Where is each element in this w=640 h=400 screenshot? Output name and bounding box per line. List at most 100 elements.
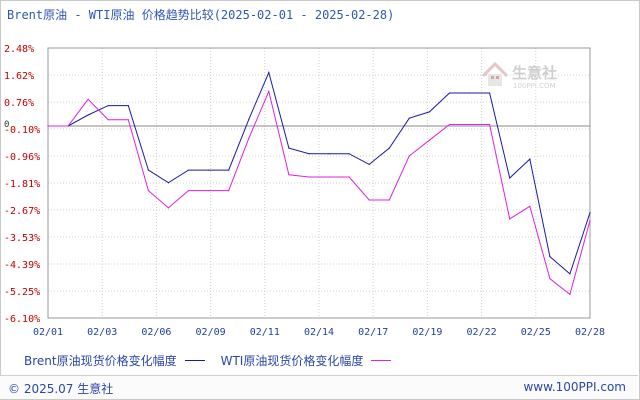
data-point-wti	[489, 123, 491, 126]
data-point-wti	[368, 199, 370, 201]
x-tick-label: 02/06	[141, 327, 171, 338]
y-tick-label: -0.10%	[4, 125, 40, 136]
data-point-wti	[248, 138, 250, 140]
legend: Brent原油现货价格变化幅度 WTI原油现货价格变化幅度	[24, 352, 407, 369]
watermark-url: 100PPI.COM	[513, 82, 556, 90]
axis-layer: 2.48% 1.62% 0.76% -0.10% -0.96% -1.81% -2.67% -…	[4, 44, 605, 338]
y-tick-label: -3.53%	[4, 233, 40, 244]
data-point-wti	[208, 190, 210, 192]
data-point-brent	[448, 92, 451, 94]
x-tick-label: 02/09	[196, 327, 226, 338]
x-tick-label: 02/03	[87, 327, 117, 338]
data-point-wti	[47, 125, 49, 127]
data-point-wti	[448, 123, 451, 126]
data-point-brent	[268, 71, 270, 74]
data-point-brent	[348, 153, 350, 155]
data-point-wti	[187, 190, 190, 192]
data-point-wti	[67, 125, 69, 127]
data-point-wti	[167, 207, 169, 209]
y-tick-label: -4.39%	[4, 260, 40, 271]
data-point-brent	[288, 147, 290, 149]
data-point-brent	[87, 114, 89, 116]
y-tick-label: -0.96%	[4, 152, 40, 163]
data-point-wti	[529, 205, 531, 207]
zero-label: 0	[4, 120, 9, 130]
data-point-brent	[549, 256, 551, 258]
y-tick-label: -2.67%	[4, 206, 40, 217]
copyright-text: © 2025.07 生意社	[8, 382, 114, 396]
data-point-brent	[308, 153, 310, 155]
data-point-wti	[589, 219, 591, 221]
data-point-brent	[428, 111, 430, 113]
y-tick-label: -5.25%	[4, 287, 40, 298]
legend-swatch-wti	[371, 360, 392, 361]
data-point-wti	[87, 98, 89, 100]
legend-label-wti: WTI原油现货价格变化幅度	[220, 354, 364, 368]
data-point-wti	[509, 218, 511, 220]
data-point-wti	[308, 176, 310, 178]
series-layer	[47, 70, 591, 296]
data-point-wti	[408, 155, 410, 157]
data-point-wti	[549, 278, 551, 280]
data-point-brent	[589, 212, 591, 214]
data-point-wti	[569, 293, 571, 295]
data-point-wti	[469, 123, 471, 126]
data-point-brent	[489, 92, 491, 94]
data-point-wti	[328, 176, 330, 178]
data-point-brent	[127, 105, 129, 107]
chart-title: Brent原油 - WTI原油 价格趋势比较(2025-02-01 - 2025…	[7, 8, 395, 22]
x-tick-label: 02/28	[575, 327, 605, 338]
x-tick-label: 02/22	[467, 327, 497, 338]
data-point-wti	[388, 199, 390, 201]
data-point-brent	[469, 92, 471, 94]
data-point-wti	[228, 190, 230, 192]
data-point-brent	[147, 169, 149, 171]
watermark-logo: 生意社 100PPI.COM	[479, 54, 579, 94]
data-point-wti	[147, 190, 149, 192]
y-tick-label: 1.62%	[4, 71, 34, 82]
data-point-brent	[187, 169, 190, 171]
data-point-brent	[208, 169, 210, 171]
legend-item-wti: WTI原油现货价格变化幅度	[221, 352, 392, 369]
y-tick-label: 2.48%	[4, 44, 34, 55]
y-tick-label: 0.76%	[4, 98, 34, 109]
data-point-brent	[388, 147, 390, 149]
series-line-brent	[48, 70, 591, 275]
x-tick-label: 02/11	[250, 327, 280, 338]
data-point-wti	[107, 119, 109, 121]
data-point-brent	[328, 153, 330, 155]
data-point-brent	[167, 182, 169, 184]
watermark-name: 生意社	[512, 64, 557, 82]
x-tick-label: 02/14	[304, 327, 334, 338]
data-point-brent	[368, 163, 370, 165]
plot-border	[47, 47, 591, 319]
data-point-wti	[288, 174, 290, 176]
data-point-wti	[348, 176, 350, 178]
legend-item-brent: Brent原油现货价格变化幅度	[24, 352, 205, 369]
y-tick-label: -6.10%	[4, 314, 40, 325]
y-tick-label: -1.81%	[4, 179, 40, 190]
data-point-brent	[509, 177, 511, 179]
data-point-brent	[529, 158, 531, 160]
legend-label-brent: Brent原油现货价格变化幅度	[24, 354, 177, 368]
site-link[interactable]: www.100PPI.com	[523, 380, 626, 394]
data-point-brent	[248, 119, 250, 121]
grid-layer	[48, 48, 590, 318]
data-point-brent	[228, 169, 230, 171]
data-point-wti	[428, 139, 430, 141]
data-point-brent	[408, 117, 410, 119]
x-tick-label: 02/17	[358, 327, 388, 338]
footer: © 2025.07 生意社 www.100PPI.com	[0, 375, 638, 399]
x-tick-label: 02/25	[521, 327, 551, 338]
series-line-wti	[48, 89, 591, 296]
x-tick-label: 02/19	[412, 327, 442, 338]
legend-swatch-brent	[184, 360, 205, 361]
data-point-brent	[107, 105, 109, 107]
data-point-wti	[268, 90, 270, 92]
x-tick-label: 02/01	[33, 327, 63, 338]
data-point-wti	[127, 119, 129, 121]
house-logo-icon: 生意社 100PPI.COM	[481, 61, 557, 90]
data-point-brent	[569, 273, 571, 275]
